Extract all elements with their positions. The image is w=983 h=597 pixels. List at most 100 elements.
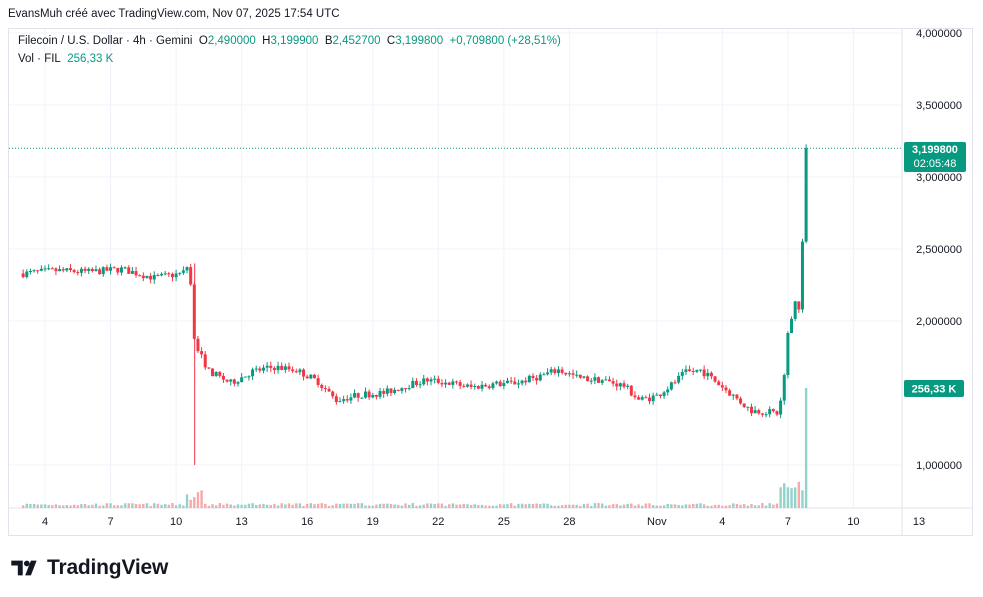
volume-bar: [539, 504, 542, 508]
volume-bar: [444, 505, 447, 508]
candle-body: [706, 372, 710, 377]
candle-body: [269, 365, 273, 368]
volume-bar: [284, 504, 287, 508]
volume-bar: [389, 504, 393, 508]
volume-bar: [178, 504, 181, 508]
candle-body: [571, 373, 575, 375]
volume-bar: [40, 504, 43, 508]
volume-bar: [54, 504, 58, 508]
candle-body: [513, 381, 517, 385]
candle-body: [283, 366, 287, 370]
candle-body: [455, 381, 459, 383]
candle-body: [779, 400, 783, 415]
candle-body: [374, 394, 378, 397]
low-value: 2,452700: [332, 35, 381, 47]
candle-body: [604, 379, 608, 381]
candle-body: [626, 385, 630, 387]
volume-bar: [797, 481, 801, 508]
volume-bar: [520, 503, 524, 508]
candle-body: [156, 275, 160, 277]
volume-bar: [222, 504, 225, 508]
last-price-tag: 3,199800 02:05:48: [904, 142, 966, 172]
volume-bar: [87, 505, 90, 508]
volume-bar: [291, 504, 294, 508]
tradingview-brand[interactable]: TradingView: [11, 556, 168, 580]
candle-body: [414, 380, 418, 386]
volume-bar: [112, 505, 116, 508]
volume-bar: [338, 503, 342, 508]
volume-bar: [684, 504, 688, 508]
volume-bar: [247, 503, 251, 508]
candle-body: [101, 267, 105, 275]
volume-bar: [346, 503, 349, 508]
candle-body: [669, 382, 673, 390]
candle-body: [462, 385, 466, 387]
time-axis: 4 7 10 13 16 19 22 25 28 Nov 4 7 10 13: [42, 516, 925, 528]
candle-body: [232, 379, 236, 384]
volume-bar: [400, 505, 404, 508]
volume-label[interactable]: Vol · FIL: [18, 53, 61, 65]
volume-bar: [779, 487, 782, 508]
candle-body: [691, 370, 695, 372]
volume-bar: [786, 487, 790, 508]
volume-bar: [80, 504, 83, 508]
candle-body: [484, 384, 488, 387]
x-tick-label: 7: [107, 516, 113, 528]
candle-body: [43, 268, 47, 270]
chart-header-caption: EvansMuh créé avec TradingView.com, Nov …: [8, 8, 340, 20]
volume-bar: [233, 505, 236, 508]
volume-bar: [790, 488, 793, 508]
candle-body: [334, 396, 338, 403]
change-value: +0,709800 (+28,51%): [449, 35, 561, 47]
volume-bar: [590, 505, 593, 508]
candle-body: [746, 406, 750, 408]
candle-body: [709, 372, 713, 377]
candle-body: [615, 383, 619, 387]
volume-bar: [418, 505, 422, 508]
volume-bar: [76, 505, 79, 508]
candle-body: [476, 386, 480, 389]
symbol-label[interactable]: Filecoin / U.S. Dollar · 4h · Gemini: [18, 35, 193, 47]
volume-bar: [367, 505, 371, 508]
candle-body: [673, 382, 677, 384]
close-value: 3,199800: [395, 35, 444, 47]
candle-body: [804, 148, 808, 242]
candle-body: [629, 385, 633, 396]
candle-body: [25, 271, 29, 278]
volume-bar: [138, 504, 141, 508]
volume-bar: [692, 503, 695, 508]
candle-body: [47, 268, 51, 270]
candle-body: [291, 369, 295, 372]
candle-body: [644, 397, 648, 399]
candle-body: [262, 367, 265, 371]
volume-bar: [269, 504, 272, 508]
candle-body: [695, 369, 699, 372]
candle-body: [251, 369, 255, 377]
candle-body: [298, 369, 302, 373]
candle-body: [225, 379, 229, 382]
candle-body: [181, 270, 185, 273]
candle-body: [611, 381, 615, 384]
candle-body: [50, 268, 54, 270]
volume-bar: [295, 503, 298, 508]
x-tick-label: 10: [847, 516, 859, 528]
candle-body: [316, 378, 320, 385]
candle-body: [582, 376, 586, 378]
volume-bar: [353, 503, 356, 508]
volume-bar: [488, 505, 491, 508]
volume-bar: [29, 504, 32, 508]
volume-bar: [575, 504, 578, 508]
volume-bar: [58, 505, 61, 508]
volume-bar: [109, 503, 112, 508]
volume-value: 256,33 K: [67, 53, 114, 65]
candle-body: [305, 376, 309, 379]
candle-body: [433, 378, 437, 380]
volume-bar: [426, 503, 429, 508]
volume-bar: [713, 504, 717, 508]
volume-bar: [382, 503, 385, 508]
candle-body: [600, 380, 604, 383]
volume-bar: [98, 505, 101, 508]
candle-body: [429, 379, 433, 382]
candle-body: [800, 241, 804, 310]
